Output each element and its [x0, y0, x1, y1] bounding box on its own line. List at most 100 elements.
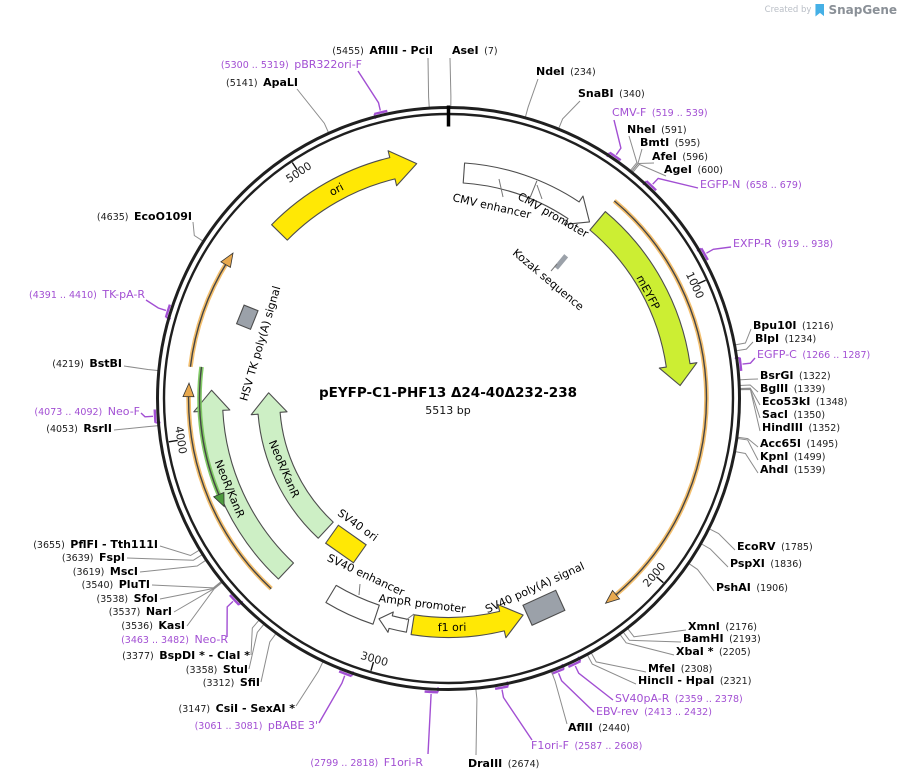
site-leader-line: [558, 100, 581, 130]
orf-arrowhead: [182, 382, 195, 398]
feature-neor-kanr-inner: [250, 392, 334, 539]
site-leader-line: [735, 341, 754, 352]
primer-leader-line: [557, 672, 595, 713]
plasmid-size: 5513 bp: [425, 404, 471, 417]
label-connector: [498, 178, 504, 198]
feature-ori: [271, 150, 418, 241]
feature-label: f1 ori: [438, 621, 467, 634]
plasmid-name: pEYFP-C1-PHF13 Δ24-40Δ232-238: [319, 385, 577, 401]
site-leader-line: [736, 437, 759, 461]
site-leader-line: [295, 660, 324, 707]
ruler-tick: [697, 279, 706, 285]
site-leader-line: [622, 631, 682, 643]
site-leader-line: [688, 562, 715, 592]
watermark-brand: SnapGene: [828, 3, 897, 17]
site-leader-line: [630, 162, 655, 173]
site-leader-line: [700, 543, 729, 568]
primer-tick: [424, 690, 438, 694]
site-leader-line: [734, 328, 752, 346]
feature-meyfp: [589, 211, 698, 387]
site-leader-line: [296, 88, 330, 134]
snapgene-logo-icon: [815, 3, 825, 17]
primer-leader-line: [613, 119, 622, 156]
primer-leader-line: [706, 246, 732, 254]
primer-tick: [153, 409, 157, 423]
feature-sv40-enhancer: [325, 584, 380, 625]
site-leader-line: [186, 581, 224, 627]
primer-leader-line: [145, 299, 167, 312]
site-leader-line: [739, 384, 759, 393]
feature-divider: [529, 180, 538, 198]
feature-label: AmpR promoter: [378, 592, 467, 616]
orf-arc-core: [187, 393, 272, 590]
primer-leader-line: [742, 357, 756, 365]
primer-leader-line: [226, 600, 234, 638]
primer-leader-line: [318, 675, 346, 724]
site-leader-line: [626, 627, 687, 638]
primer-tick: [338, 670, 352, 678]
site-leader-line: [524, 78, 539, 118]
site-leader-line: [113, 425, 159, 431]
primer-leader-line: [140, 412, 154, 418]
label-connector: [536, 184, 543, 200]
orf-arrowhead: [220, 252, 234, 269]
feature-neor-kanr-outer: [193, 389, 295, 580]
primer-tick: [700, 247, 709, 261]
orf-arc-glow: [188, 260, 230, 368]
orf-arc-core: [189, 261, 229, 367]
site-leader-line: [449, 57, 452, 108]
feature-sv40-ori: [324, 524, 367, 564]
primer-tick: [373, 109, 388, 116]
primer-leader-line: [501, 689, 533, 741]
site-leader-line: [475, 688, 478, 756]
primer-leader-line: [652, 177, 699, 189]
site-leader-line: [619, 633, 675, 656]
site-leader-line: [708, 528, 736, 551]
primer-tick: [738, 357, 743, 372]
primer-tick: [494, 685, 509, 690]
site-leader-line: [248, 623, 265, 670]
watermark-created-by: Created by: [764, 5, 812, 15]
feature-kozak: [554, 254, 569, 270]
plasmid-title-block: pEYFP-C1-PHF13 Δ24-40Δ232-238 5513 bp: [319, 385, 577, 417]
site-leader-line: [628, 135, 638, 172]
ruler-tick: [370, 661, 375, 671]
site-leader-line: [550, 670, 568, 725]
site-leader-line: [739, 388, 761, 419]
feature-hsv-tk-polya: [235, 304, 259, 330]
primer-tick: [164, 304, 172, 318]
primer-tick: [609, 151, 622, 162]
ruler-tick-label: 4000: [172, 425, 189, 455]
site-leader-line: [159, 545, 201, 557]
site-leader-line: [736, 436, 759, 448]
feature-f1-ori: [410, 604, 524, 639]
feature-label: HSV TK poly(A) signal: [237, 284, 283, 402]
label-connector: [358, 583, 361, 596]
site-leader-line: [739, 388, 761, 432]
site-leader-line: [151, 580, 223, 589]
feature-label: ori: [327, 180, 346, 198]
ruler-tick: [168, 439, 178, 443]
primer-leader-line: [574, 665, 614, 701]
orf-arrowhead: [604, 589, 621, 604]
feature-label: Kozak sequence: [510, 246, 587, 313]
site-leader-line: [126, 553, 203, 561]
site-leader-line: [192, 221, 204, 242]
site-leader-line: [260, 632, 277, 683]
site-leader-line: [123, 365, 159, 372]
site-leader-line: [739, 387, 761, 406]
site-leader-line: [590, 652, 647, 673]
site-leader-line: [427, 57, 430, 109]
orf-arc-core: [612, 200, 708, 598]
feature-ampr-promoter: [378, 611, 410, 633]
site-leader-line: [250, 619, 260, 656]
site-leader-line: [586, 654, 637, 685]
ruler-tick: [656, 576, 664, 584]
ruler-tick: [291, 162, 298, 171]
site-leader-line: [738, 378, 759, 381]
ruler-tick-label: 3000: [359, 649, 389, 669]
label-connector: [405, 613, 415, 621]
site-leader-line: [139, 559, 207, 573]
